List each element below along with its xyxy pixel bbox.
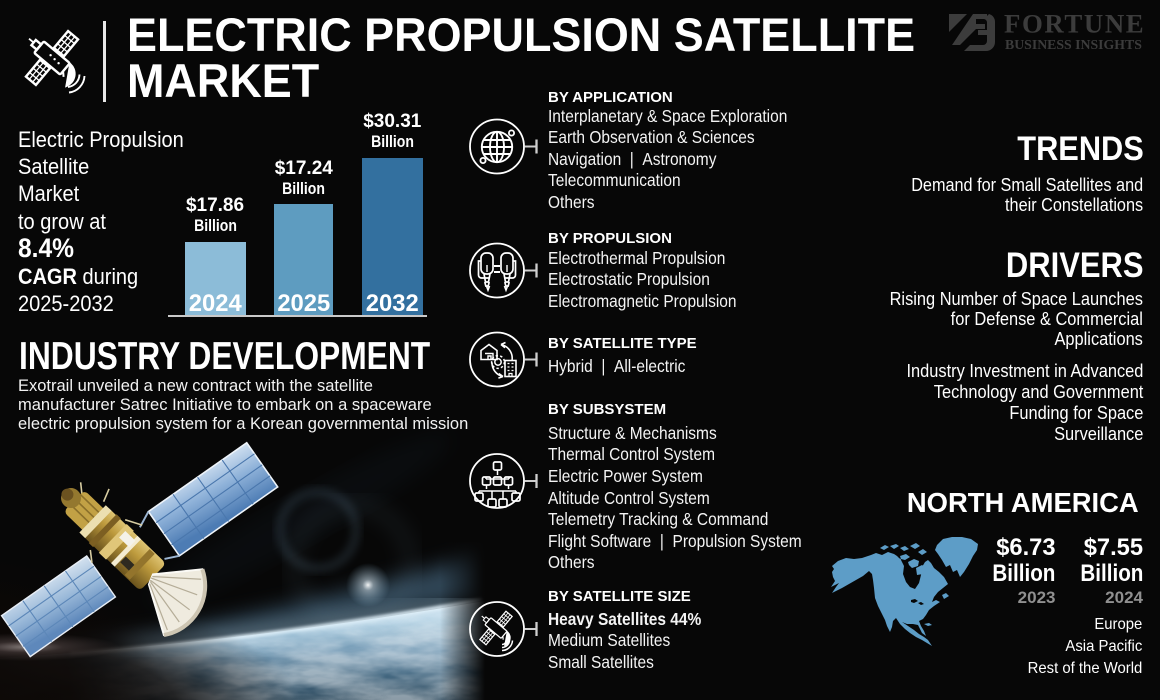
svg-text:BUSINESS INSIGHTS: BUSINESS INSIGHTS	[1005, 37, 1142, 52]
svg-text:FORTUNE: FORTUNE	[1004, 12, 1145, 39]
